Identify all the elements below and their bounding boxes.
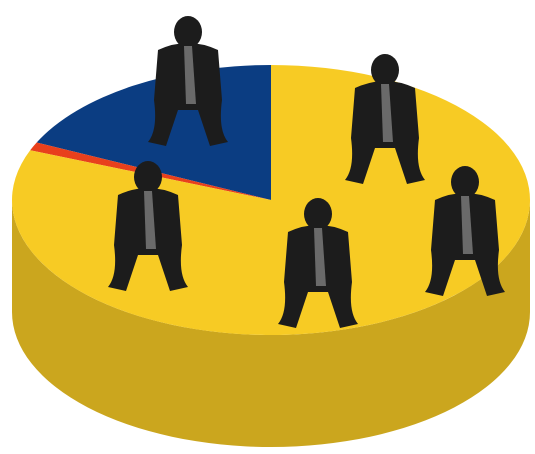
pie-side (12, 200, 530, 447)
figure (108, 161, 188, 291)
figure (345, 54, 425, 184)
figure-arm (144, 191, 156, 249)
figure-head (304, 198, 332, 230)
figure (148, 16, 228, 146)
figure-arm (461, 196, 473, 254)
figure-head (174, 16, 202, 48)
figure-head (371, 54, 399, 86)
figure-head (451, 166, 479, 198)
figure (278, 198, 358, 328)
figure (425, 166, 505, 296)
decoration (108, 16, 505, 328)
figure-head (134, 161, 162, 193)
figure-arm (314, 228, 326, 286)
figure-arm (381, 84, 393, 142)
figure-arm (184, 46, 196, 104)
